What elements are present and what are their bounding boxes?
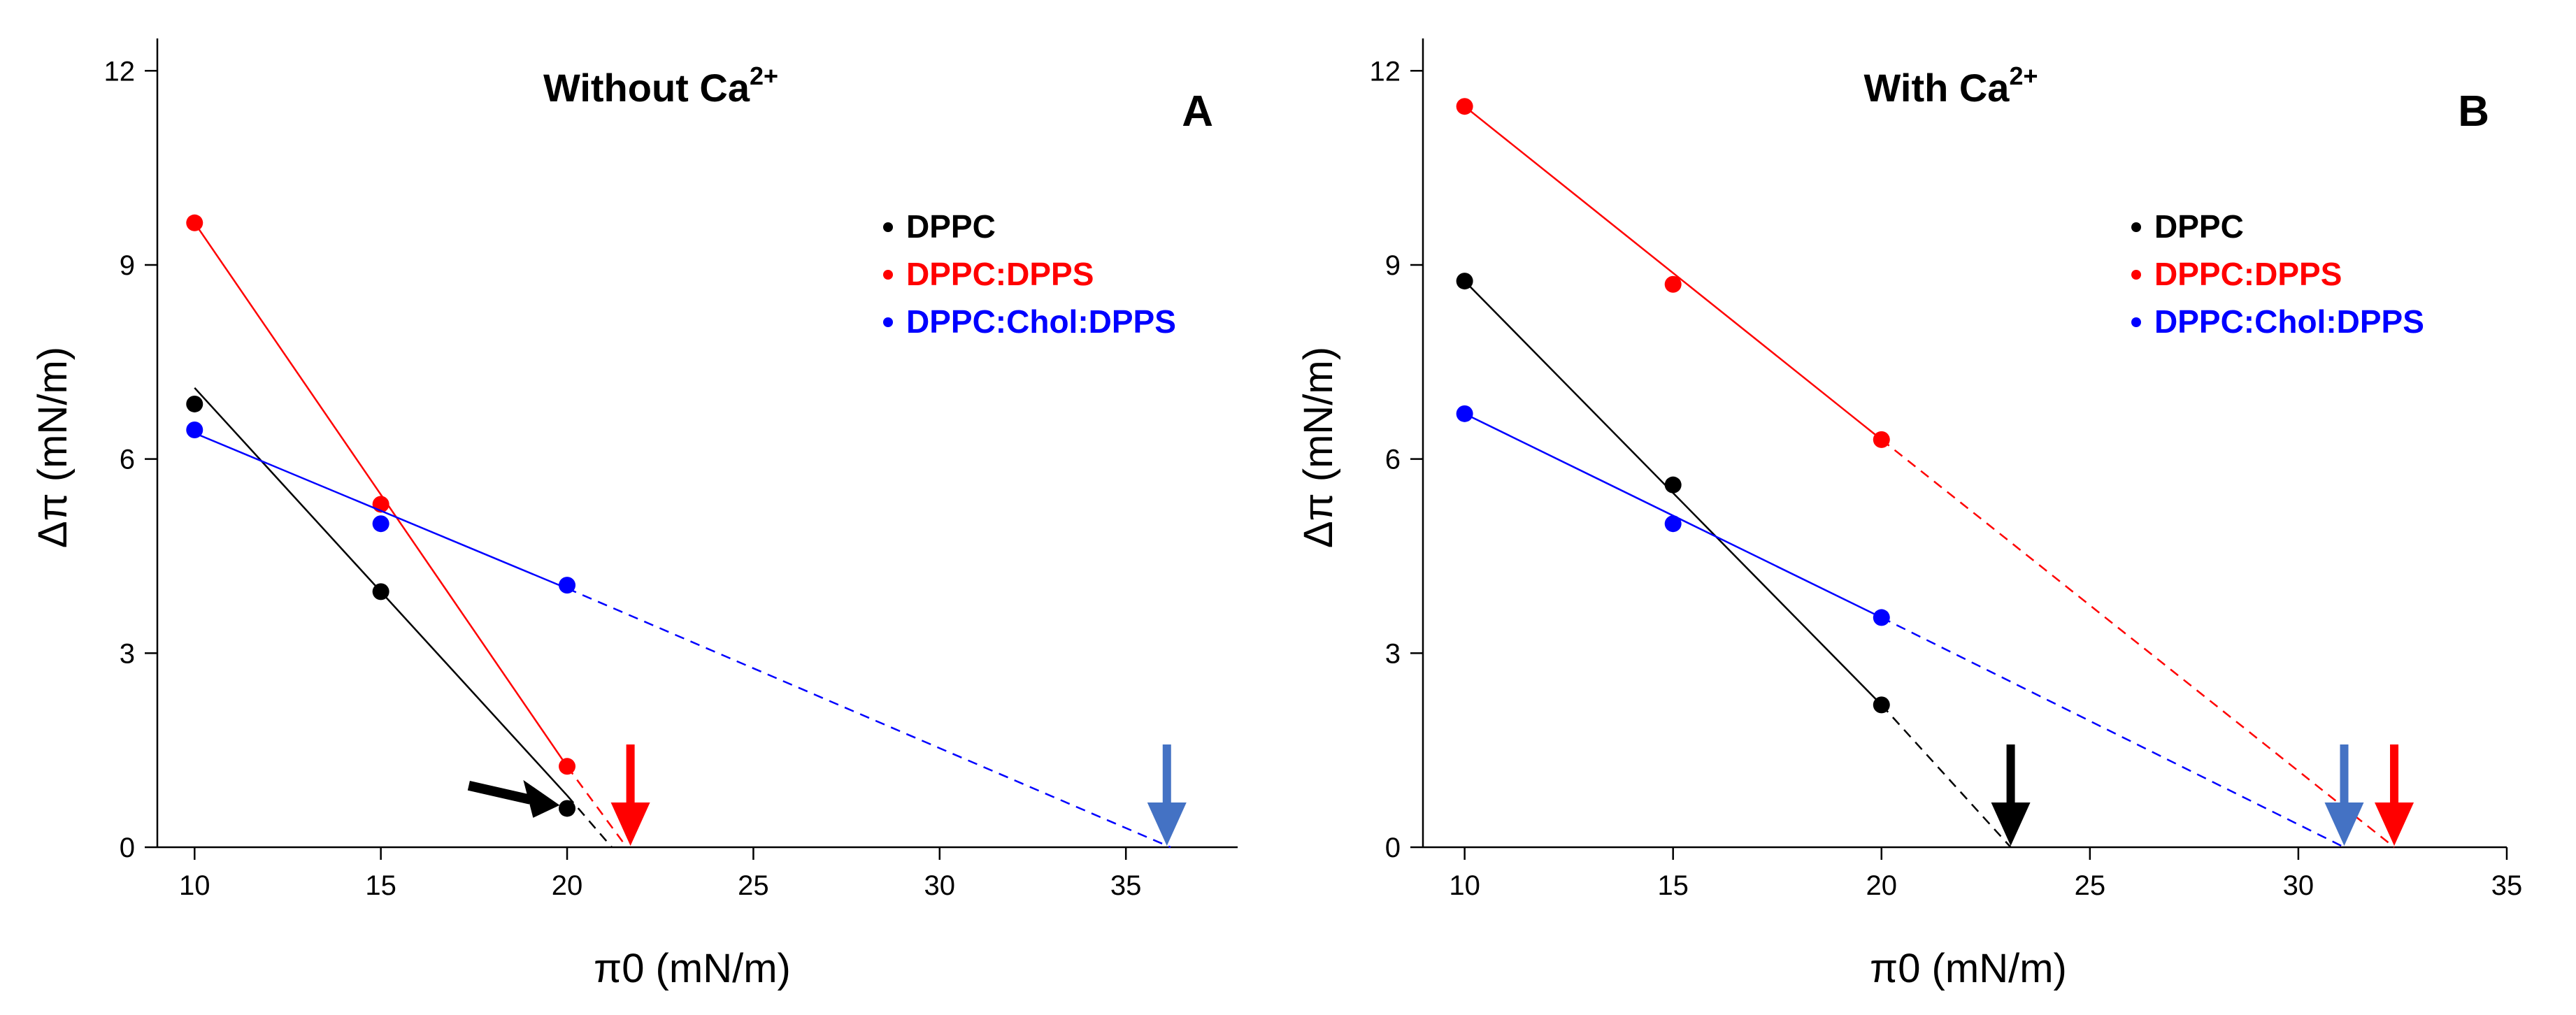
y-tick-label-a-12: 12: [104, 56, 136, 87]
fit-line-dppc-dpps-a: [194, 222, 568, 768]
y-tick-label-b-12: 12: [1370, 56, 1401, 87]
extrapolation-line-dppc-chol-dpps-b: [1881, 617, 2345, 849]
x-tick-label-b-20: 20: [1866, 870, 1898, 901]
point-dppc-chol-dpps-a-10: [186, 421, 203, 438]
extrapolation-line-dppc-dpps-b: [1880, 438, 2395, 848]
chart-title-a: Without Ca2+: [543, 62, 778, 110]
x-axis-title-a: π0 (mN/m): [594, 946, 791, 991]
point-dppc-a-20: [559, 800, 576, 817]
chart-title-a-main: Without Ca: [543, 66, 750, 110]
y-tick-label-b-3: 3: [1385, 638, 1401, 669]
y-tick-label-a-6: 6: [120, 445, 135, 475]
legend-marker-dppc-a: [883, 222, 893, 232]
x-tick-label-a-15: 15: [365, 870, 396, 901]
arrow-b-2: [2375, 744, 2414, 846]
point-dppc-a-15: [372, 583, 389, 600]
x-tick-label-b-15: 15: [1657, 870, 1689, 901]
point-dppc-chol-dpps-a-20: [559, 577, 576, 594]
point-dppc-chol-dpps-a-15: [372, 515, 389, 533]
legend-label-dppc-dpps-b: DPPC:DPPS: [2154, 256, 2342, 292]
legend-marker-dppc-chol-dpps-b: [2131, 317, 2141, 327]
point-dppc-chol-dpps-b-10: [1456, 405, 1473, 422]
legend-label-dppc-b: DPPC: [2154, 208, 2244, 245]
x-tick-label-b-10: 10: [1449, 870, 1480, 901]
chart-title-b-main: With Ca: [1864, 66, 2010, 110]
extrapolation-line-dppc-a: [566, 795, 613, 848]
plot-area-b: 10 15 20 25 30 35 0 3 6 9 12 DPPC DPPC:DPPS DPPC:Chol…: [1370, 38, 2523, 901]
arrow-a-1: [1147, 744, 1187, 846]
extrapolation-line-dppc-chol-dpps-a: [566, 587, 1171, 849]
legend-marker-dppc-dpps-a: [883, 270, 893, 280]
y-tick-label-b-9: 9: [1385, 250, 1401, 281]
plot-area-a: 10 15 20 25 30 35 0 3 6 9 12 DPPC DPPC:DPPS DPPC:Chol…: [104, 38, 1238, 901]
panel-label-b: B: [2458, 87, 2489, 136]
arrow-b-1: [2324, 744, 2364, 846]
point-dppc-dpps-b-10: [1456, 98, 1473, 115]
point-dppc-chol-dpps-b-15: [1664, 515, 1682, 533]
legend-marker-dppc-dpps-b: [2131, 270, 2141, 280]
point-dppc-dpps-a-20: [559, 758, 576, 775]
y-tick-label-a-9: 9: [120, 250, 135, 281]
legend-label-dppc-chol-dpps-a: DPPC:Chol:DPPS: [906, 303, 1176, 340]
chart-title-b: With Ca2+: [1864, 62, 2038, 110]
x-tick-label-a-35: 35: [1110, 870, 1142, 901]
arrow-a-0: [610, 744, 650, 846]
y-axis-title-b: Δπ (mN/m): [1296, 347, 1341, 548]
point-dppc-b-15: [1664, 476, 1682, 494]
panel-without-calcium: 10 15 20 25 30 35 0 3 6 9 12 DPPC DPPC:DPPS DPPC:Chol…: [30, 38, 1238, 991]
fit-line-dppc-chol-dpps-a: [194, 432, 568, 589]
y-tick-label-b-6: 6: [1385, 445, 1401, 475]
point-dppc-dpps-b-15: [1664, 275, 1682, 293]
x-tick-label-a-25: 25: [738, 870, 769, 901]
x-tick-label-b-25: 25: [2075, 870, 2106, 901]
x-tick-label-a-30: 30: [924, 870, 956, 901]
point-dppc-b-20: [1873, 696, 1890, 714]
x-tick-label-b-35: 35: [2491, 870, 2523, 901]
legend-marker-dppc-b: [2131, 222, 2141, 232]
y-axis-title-a: Δπ (mN/m): [30, 347, 76, 548]
arrow-b-0: [1991, 744, 2031, 846]
fit-line-dppc-dpps-b: [1464, 106, 1882, 440]
point-dppc-a-10: [186, 395, 203, 412]
point-dppc-dpps-b-20: [1873, 431, 1890, 448]
y-tick-label-b-0: 0: [1385, 833, 1401, 863]
y-tick-label-a-0: 0: [120, 833, 135, 863]
x-tick-label-a-20: 20: [552, 870, 583, 901]
x-tick-label-b-30: 30: [2283, 870, 2314, 901]
panel-with-calcium: 10 15 20 25 30 35 0 3 6 9 12 DPPC DPPC:DPPS DPPC:Chol…: [1296, 38, 2522, 991]
x-tick-label-a-10: 10: [179, 870, 210, 901]
legend-marker-dppc-chol-dpps-a: [883, 317, 893, 327]
legend-label-dppc-a: DPPC: [906, 208, 996, 245]
point-dppc-chol-dpps-b-20: [1873, 609, 1890, 626]
legend-label-dppc-chol-dpps-b: DPPC:Chol:DPPS: [2154, 303, 2424, 340]
point-dppc-dpps-a-10: [186, 214, 203, 231]
legend-label-dppc-dpps-a: DPPC:DPPS: [906, 256, 1094, 292]
extrapolation-line-dppc-b: [1880, 704, 2012, 848]
chart-title-a-superscript: 2+: [750, 62, 778, 90]
arrow-a-2: [467, 779, 560, 818]
x-axis-title-a-text: π0 (mN/m): [594, 946, 791, 991]
chart-title-b-superscript: 2+: [2009, 62, 2038, 90]
panel-label-a: A: [1182, 87, 1213, 136]
y-tick-label-a-3: 3: [120, 638, 135, 669]
x-axis-title-b-text: π0 (mN/m): [1870, 946, 2067, 991]
point-dppc-b-10: [1456, 273, 1473, 290]
x-axis-title-b: π0 (mN/m): [1870, 946, 2067, 991]
